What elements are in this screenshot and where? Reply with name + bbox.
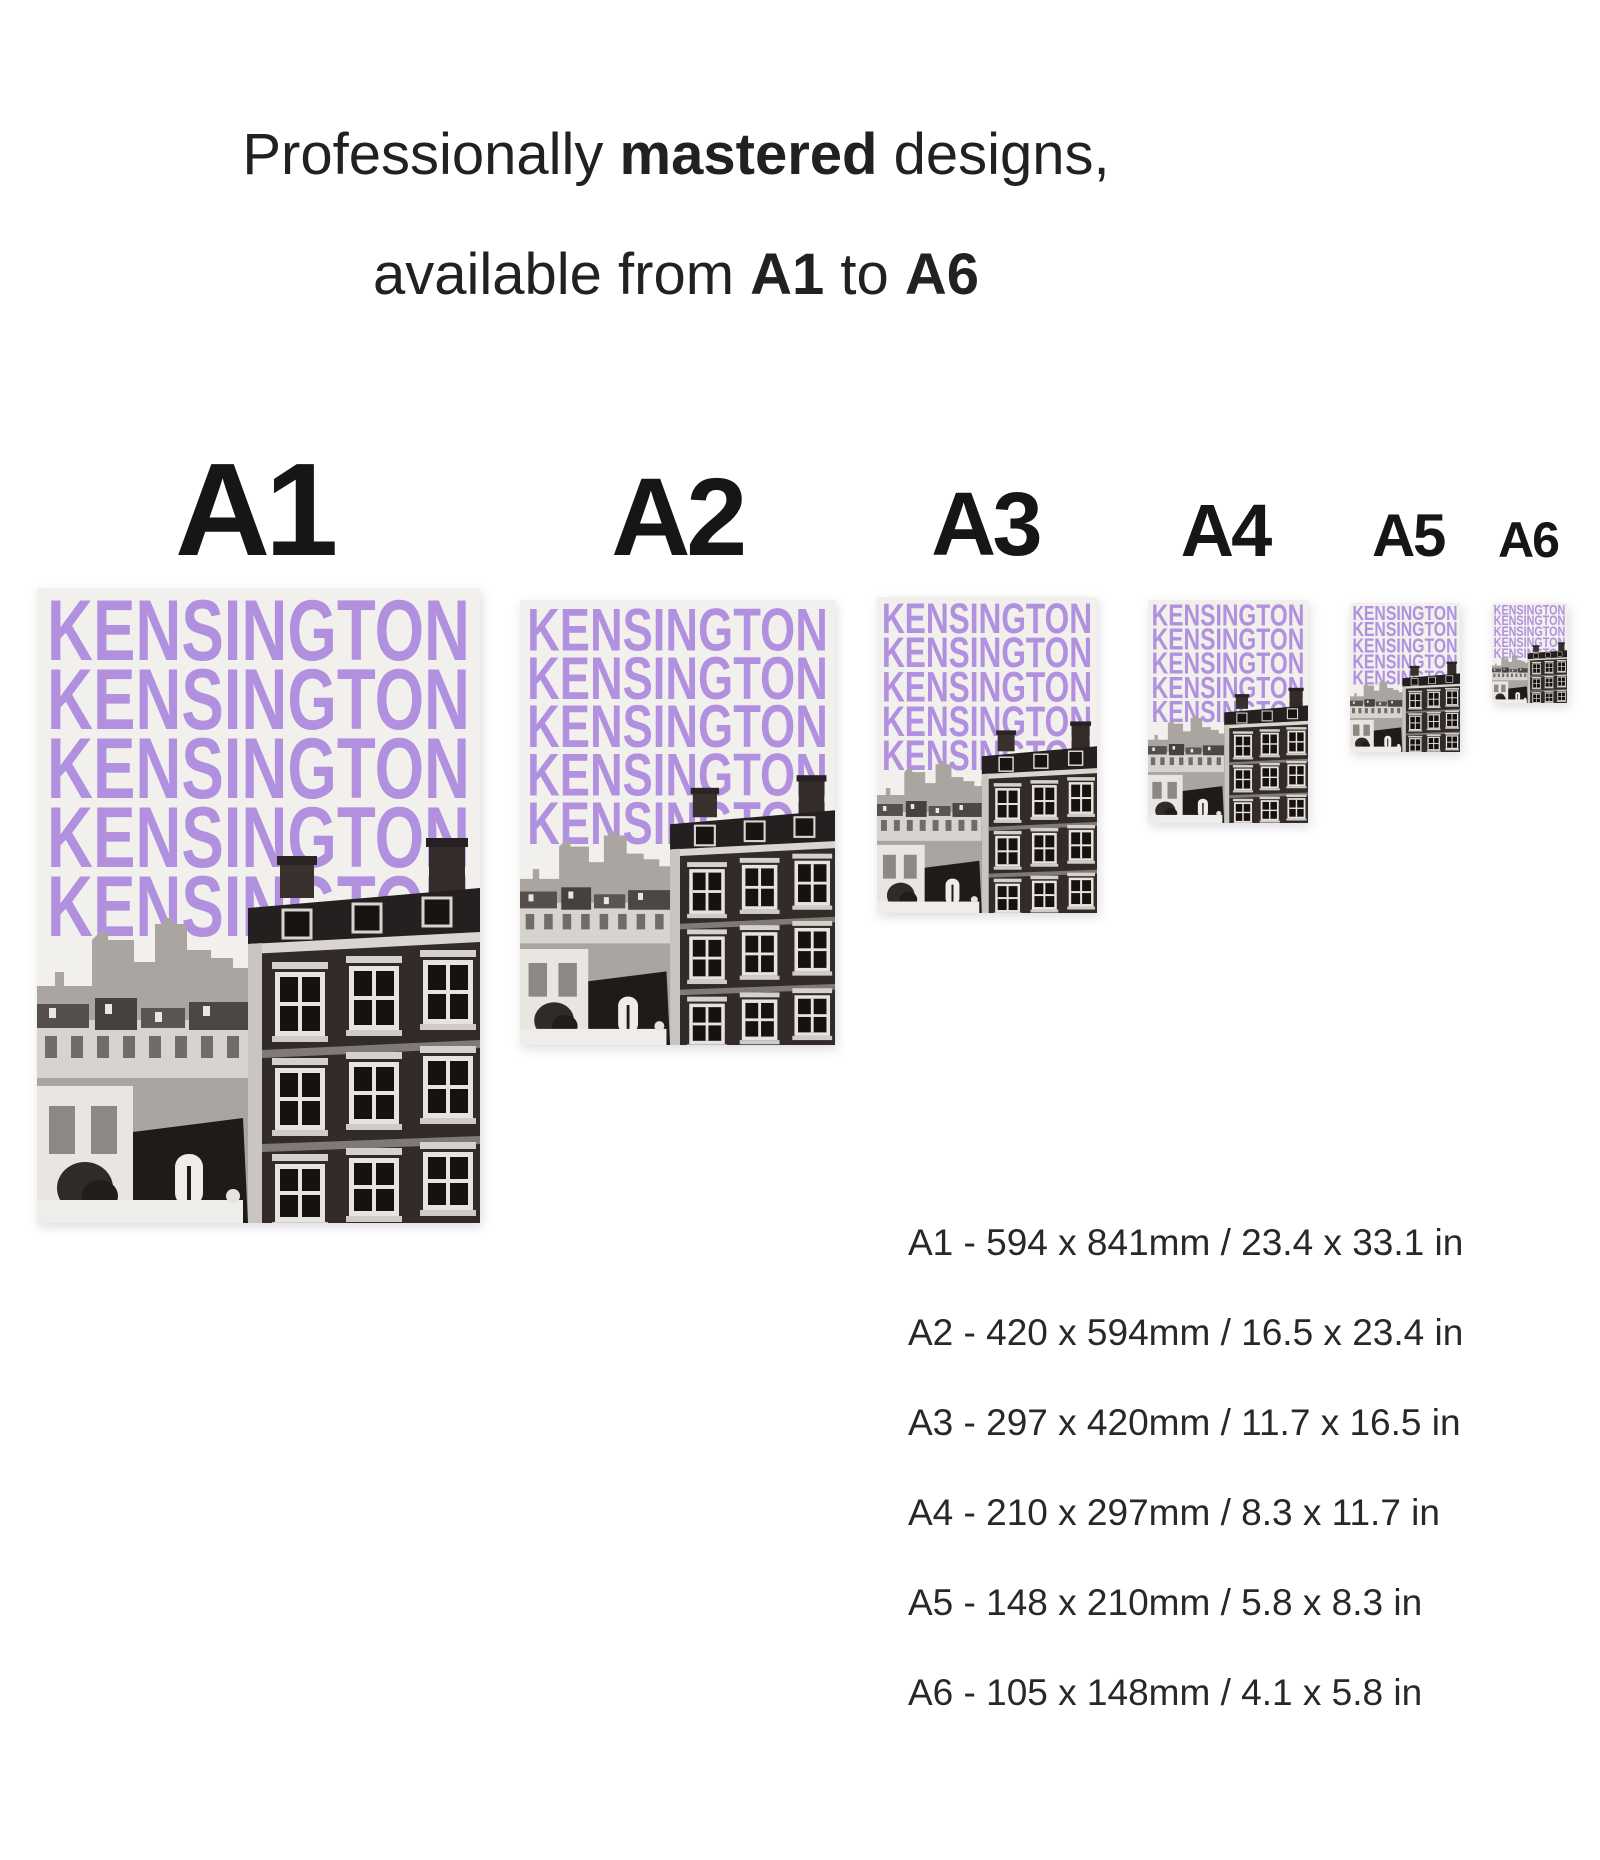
poster-headline-text: KENSINGTON	[1494, 634, 1566, 649]
title-text: available from	[372, 242, 751, 307]
poster-headline-text: KENSINGTON	[527, 741, 828, 809]
spec-line-a5: A5 - 148 x 210mm / 5.8 x 8.3 in	[908, 1582, 1423, 1623]
poster-headline-text: KENSINGTON	[1352, 635, 1457, 657]
size-label-a6: A6	[1498, 512, 1560, 568]
size-label-a4: A4	[1180, 489, 1273, 572]
poster-a6: KENSINGTON KENSINGTON KENSINGTON KENSINGTON…	[1492, 603, 1567, 703]
poster-a2: KENSINGTON KENSINGTON KENSINGTON KENSINGTON…	[520, 600, 835, 1045]
spec-line-a4: A4 - 210 x 297mm / 8.3 x 11.7 in	[908, 1492, 1440, 1533]
poster-headline-text: KENSINGTON	[47, 790, 470, 886]
poster-headline-text: KENSINGTON	[882, 663, 1092, 711]
title-text: designs,	[877, 122, 1110, 187]
poster-headline-text: KENSINGTON	[527, 644, 828, 712]
poster-a4: KENSINGTON KENSINGTON KENSINGTON KENSINGTON…	[1148, 600, 1308, 823]
page-title-line1: Professionally mastered designs,	[0, 95, 1352, 215]
poster-headline-text: KENSINGTON	[1352, 619, 1457, 641]
spec-line-a2: A2 - 420 x 594mm / 16.5 x 23.4 in	[908, 1312, 1464, 1353]
poster-headline-text: KENSINGTON	[1352, 651, 1457, 673]
page-title-line2: available from A1 to A6	[0, 215, 1352, 335]
poster-headline-text: KENSINGTON	[527, 600, 828, 663]
poster-photo	[520, 775, 835, 1045]
kensington-poster-art: KENSINGTONKENSINGTONKENSINGTONKENSINGTON…	[37, 588, 480, 1223]
poster-headline-text: KENSINGTON	[1152, 647, 1305, 681]
poster-photo	[37, 838, 480, 1223]
kensington-poster-art: KENSINGTONKENSINGTONKENSINGTONKENSINGTON…	[1148, 600, 1308, 823]
poster-headline-text: KENSINGTON	[1494, 624, 1566, 639]
title-text-bold: A1	[750, 242, 825, 307]
poster-headline-text: KENSINGTON	[47, 652, 470, 748]
poster-headline-text: KENSINGTON	[1152, 623, 1305, 657]
poster-photo	[877, 721, 1097, 913]
poster-headline-text: KENSINGTON	[882, 698, 1092, 746]
poster-a3: KENSINGTON KENSINGTON KENSINGTON KENSINGTON…	[877, 597, 1097, 913]
kensington-poster-art: KENSINGTONKENSINGTONKENSINGTONKENSINGTON…	[1492, 603, 1567, 703]
title-text: to	[824, 242, 905, 307]
poster-a5: KENSINGTON KENSINGTON KENSINGTON KENSINGTON…	[1350, 603, 1460, 752]
poster-headline-text: KENSINGTON	[1152, 671, 1305, 705]
kensington-poster-art: KENSINGTONKENSINGTONKENSINGTONKENSINGTON…	[877, 597, 1097, 913]
kensington-poster-art: KENSINGTONKENSINGTONKENSINGTONKENSINGTON…	[520, 600, 835, 1045]
poster-headline-text: KENSINGTON	[527, 693, 828, 761]
poster-headline-text: KENSINGTON	[882, 597, 1092, 643]
poster-headline-text: KENSINGTON	[1494, 613, 1566, 628]
size-label-a3: A3	[931, 475, 1042, 575]
page-title: Professionally mastered designs, availab…	[0, 95, 1352, 335]
size-label-a1: A1	[174, 436, 338, 583]
size-spec-list: A1 - 594 x 841mm / 23.4 x 33.1 in A2 - 4…	[908, 1198, 1463, 1738]
size-label-a5: A5	[1372, 502, 1446, 569]
spec-line-a3: A3 - 297 x 420mm / 11.7 x 16.5 in	[908, 1402, 1461, 1443]
spec-line-a6: A6 - 105 x 148mm / 4.1 x 5.8 in	[908, 1672, 1423, 1713]
title-text: Professionally	[242, 122, 620, 187]
poster-headline-text: KENSINGTON	[1152, 600, 1305, 632]
kensington-poster-art: KENSINGTONKENSINGTONKENSINGTONKENSINGTON…	[1350, 603, 1460, 752]
poster-headline-text: KENSINGTON	[1494, 603, 1566, 617]
title-text-bold: A6	[904, 242, 980, 307]
poster-headline-text: KENSINGTON	[882, 629, 1092, 677]
title-text-bold: mastered	[619, 122, 878, 187]
poster-headline-text: KENSINGTON	[47, 721, 470, 817]
poster-photo	[1350, 661, 1460, 752]
poster-headline-text: KENSINGTON	[1352, 603, 1457, 625]
poster-a1: KENSINGTON KENSINGTON KENSINGTON KENSINGTON…	[37, 588, 480, 1223]
poster-photo	[1148, 687, 1308, 823]
poster-headline-text: KENSINGTON	[47, 588, 470, 679]
spec-line-a1: A1 - 594 x 841mm / 23.4 x 33.1 in	[908, 1222, 1464, 1263]
poster-photo	[1492, 642, 1567, 703]
size-label-a2: A2	[611, 456, 747, 579]
